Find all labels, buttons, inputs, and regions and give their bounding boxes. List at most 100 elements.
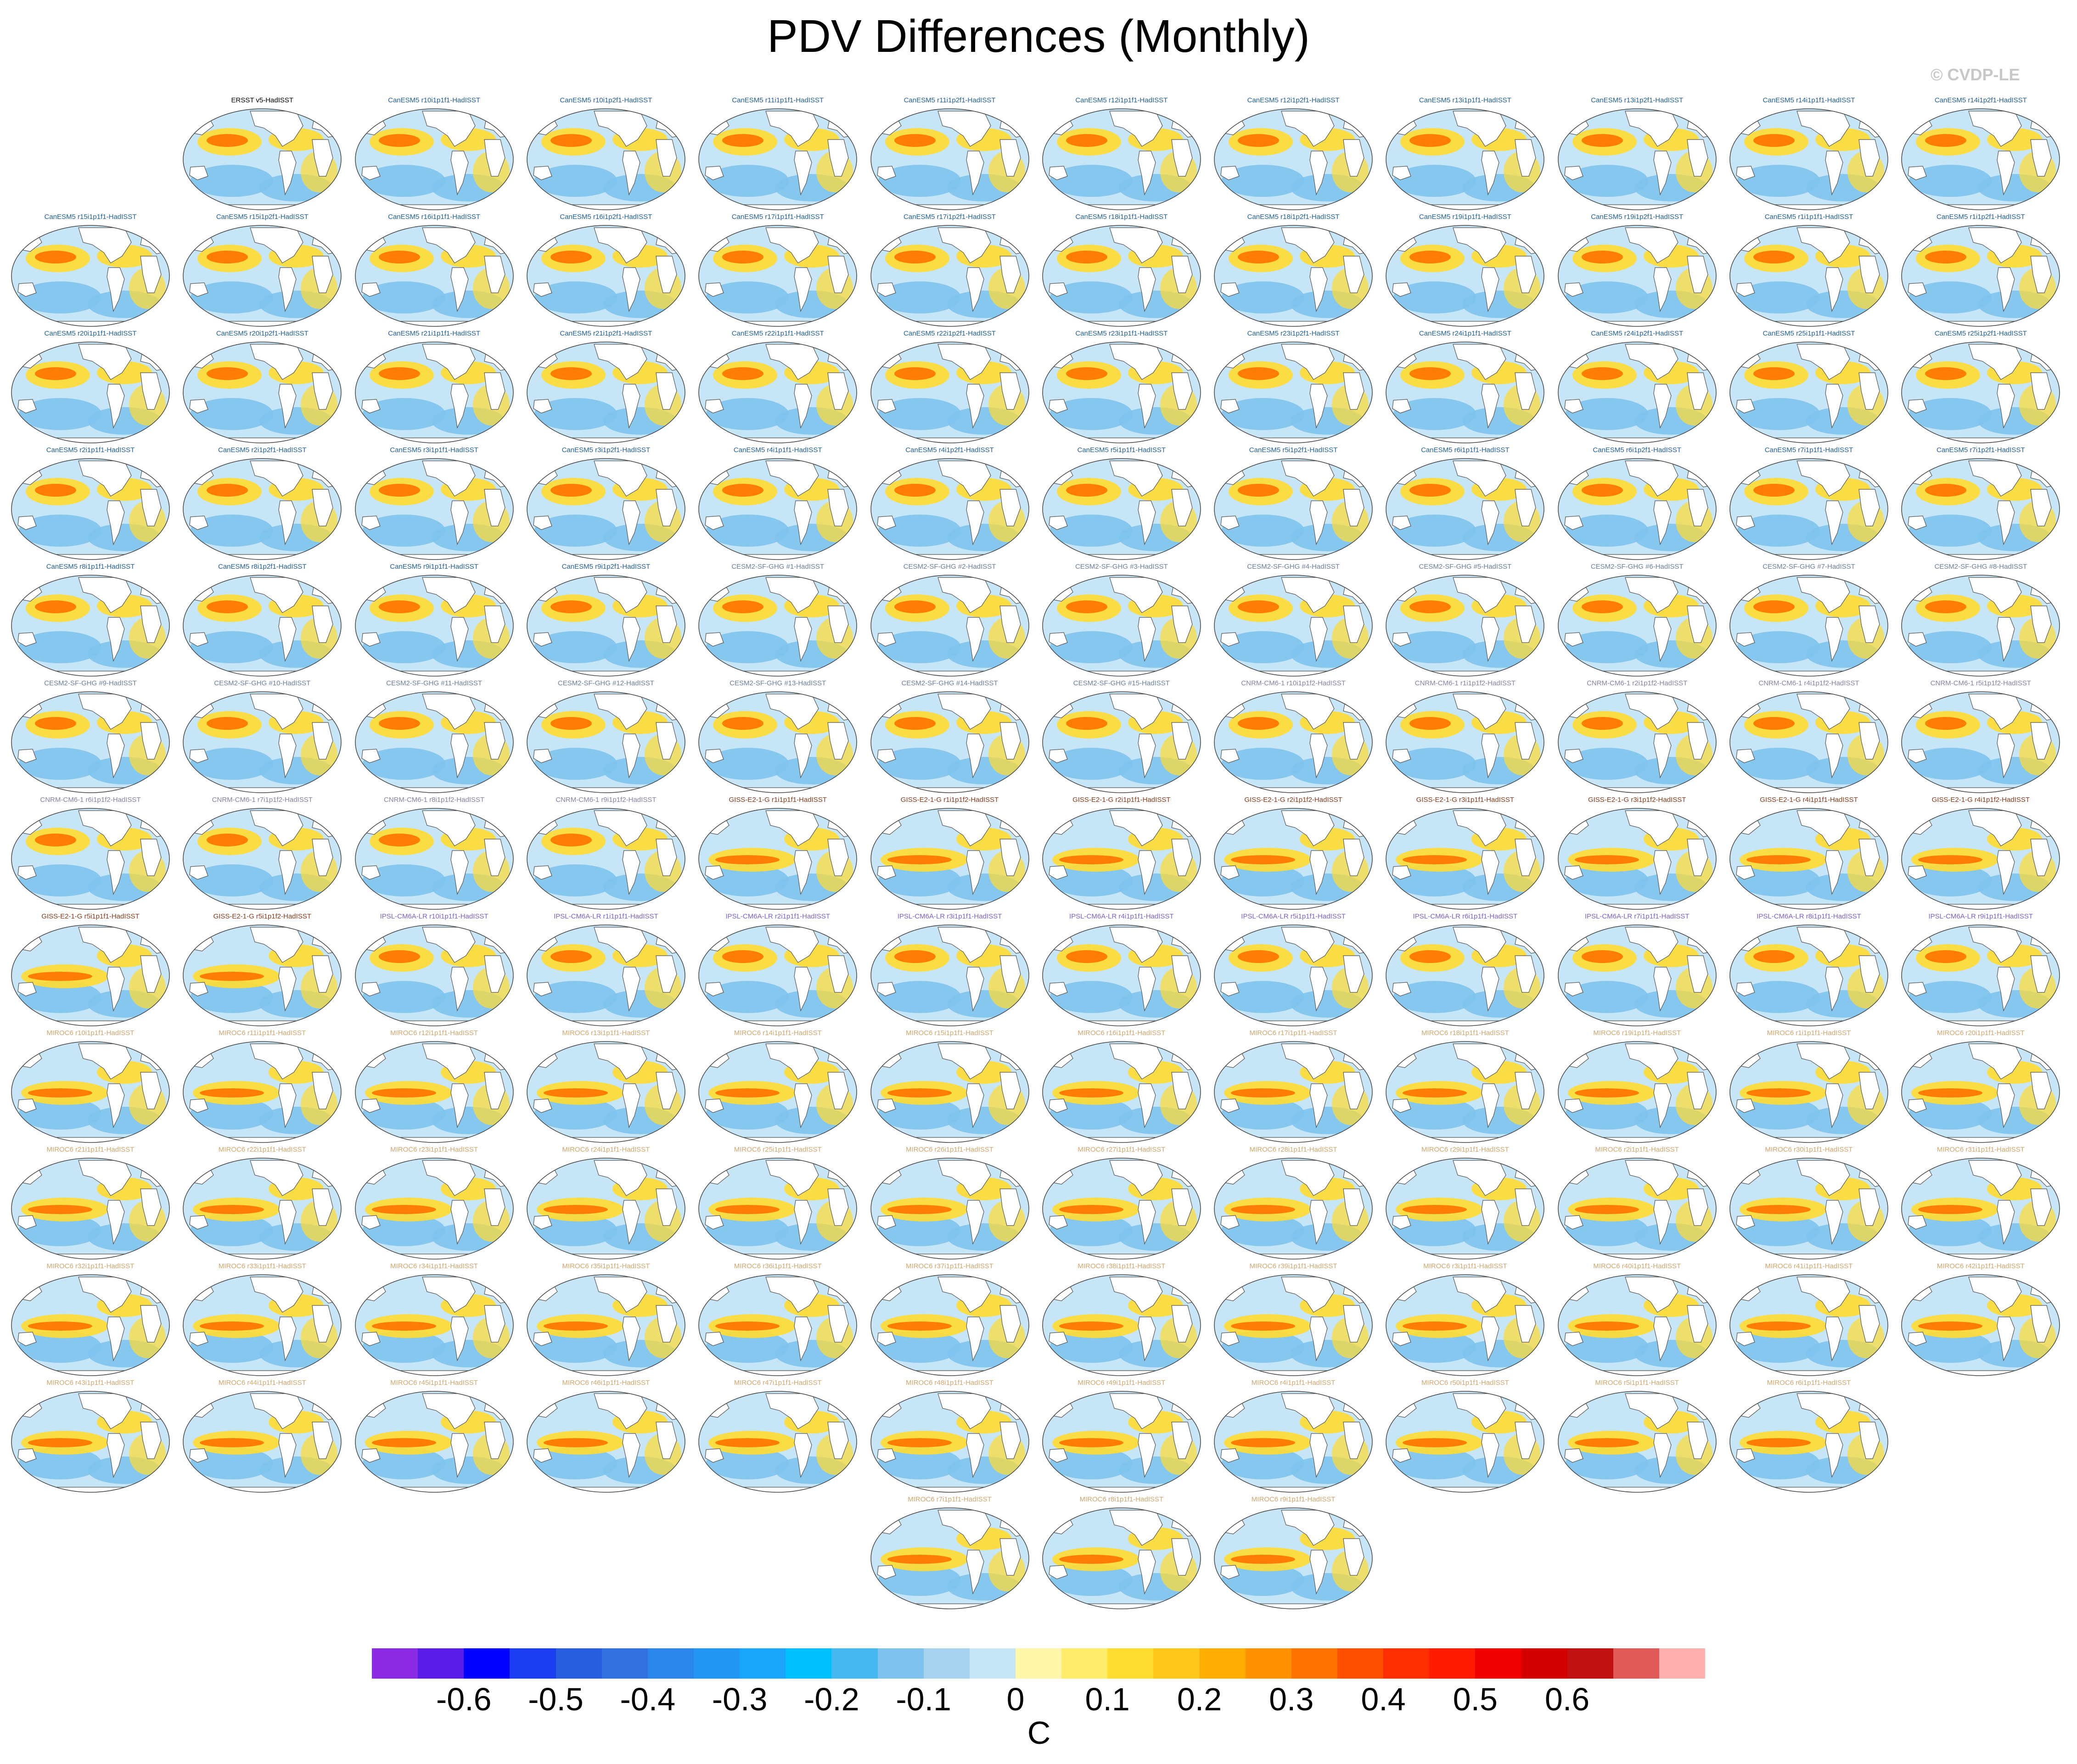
hot-anomaly	[1925, 367, 1967, 380]
landmass-north-america	[1624, 1393, 1678, 1429]
landmass-antarctica	[1570, 321, 1704, 326]
landmass-africa	[999, 722, 1021, 760]
landmass-south-america	[1138, 500, 1156, 546]
panel-title: GISS-E2-1-G r2i1p1f2-HadISST	[1244, 796, 1342, 804]
cool-anomaly	[1050, 981, 1133, 1013]
map-field	[1558, 808, 1716, 909]
hot-anomaly	[207, 367, 248, 380]
map-panel: CanESM5 r24i1p2f1-HadISST	[1555, 330, 1720, 446]
panel-title: MIROC6 r8i1p1f1-HadISST	[1079, 1495, 1164, 1503]
map-field	[1730, 1275, 1888, 1376]
landmass-north-america	[421, 111, 476, 147]
hot-anomaly	[1925, 600, 1967, 613]
map-field	[183, 692, 342, 793]
landmass-north-america	[1624, 577, 1678, 613]
landmass-antarctica	[366, 1020, 501, 1026]
map-field	[699, 925, 857, 1026]
landmass-africa	[656, 1188, 677, 1226]
map-panel: MIROC6 r14i1p1f1-HadISST	[695, 1029, 860, 1146]
landmass-africa	[140, 1188, 162, 1226]
map-field	[1730, 575, 1888, 676]
colorbar-tick-label: -0.1	[896, 1681, 951, 1717]
landmass-africa	[140, 1422, 162, 1459]
map-outline	[870, 1274, 1029, 1376]
map-plot	[354, 108, 514, 210]
map-field	[527, 459, 685, 560]
landmass-south-america	[450, 500, 469, 546]
landmass-africa	[827, 489, 849, 526]
map-panel: GISS-E2-1-G r1i1p1f2-HadISST	[867, 796, 1033, 913]
panel-title: MIROC6 r14i1p1f1-HadISST	[734, 1029, 822, 1037]
map-panel: MIROC6 r26i1p1f1-HadISST	[867, 1146, 1033, 1262]
landmass-antarctica	[539, 1020, 673, 1026]
landmass-antarctica	[366, 1137, 501, 1142]
landmass-australia	[705, 1215, 724, 1230]
hot-anomaly	[715, 1088, 780, 1098]
panel-title: CanESM5 r13i1p2f1-HadISST	[1591, 96, 1684, 104]
landmass-south-america	[1309, 1083, 1328, 1129]
map-panel: CESM2-SF-GHG #15-HadISST	[1039, 679, 1204, 796]
map-outline	[1386, 1274, 1545, 1376]
landmass-south-america	[107, 1083, 125, 1129]
landmass-antarctica	[882, 1020, 1016, 1026]
map-outline	[1557, 1041, 1717, 1143]
landmass-australia	[1736, 982, 1755, 997]
map-panel: CNRM-CM6-1 r1i1p1f2-HadISST	[1382, 679, 1548, 796]
landmass-south-america	[794, 500, 812, 546]
landmass-africa	[1515, 1072, 1537, 1109]
hot-anomaly	[550, 717, 592, 730]
landmass-antarctica	[366, 204, 501, 210]
cool-anomaly	[534, 1214, 617, 1246]
map-panel: MIROC6 r25i1p1f1-HadISST	[695, 1146, 860, 1262]
landmass-australia	[1220, 399, 1240, 414]
landmass-africa	[1858, 139, 1880, 177]
landmass-south-america	[450, 267, 469, 313]
landmass-north-america	[765, 111, 819, 147]
map-outline	[1214, 1041, 1373, 1143]
landmass-antarctica	[1226, 204, 1360, 210]
cool-anomaly	[362, 1331, 445, 1363]
map-panel: CanESM5 r18i1p2f1-HadISST	[1211, 213, 1376, 330]
hot-anomaly	[378, 834, 420, 846]
map-panel: MIROC6 r10i1p1f1-HadISST	[8, 1029, 173, 1146]
colorbar-tick-label: 0.2	[1177, 1681, 1222, 1717]
landmass-australia	[876, 632, 896, 647]
hot-anomaly	[1746, 1205, 1811, 1214]
map-plot	[870, 691, 1029, 793]
cool-anomaly	[1050, 515, 1133, 547]
landmass-south-america	[1825, 384, 1843, 429]
landmass-north-america	[1109, 1510, 1163, 1546]
panel-title: CESM2-SF-GHG #15-HadISST	[1073, 679, 1170, 687]
colorbar-swatch	[1567, 1648, 1613, 1679]
map-field	[527, 109, 685, 210]
landmass-australia	[1736, 1448, 1755, 1463]
map-outline	[870, 1158, 1029, 1260]
landmass-australia	[705, 282, 724, 297]
panel-title: CanESM5 r3i1p1f1-HadISST	[390, 446, 478, 454]
hot-anomaly	[1753, 717, 1795, 730]
map-field	[11, 925, 169, 1026]
map-outline	[11, 1274, 170, 1376]
map-field	[1214, 692, 1373, 793]
colorbar-swatch	[1383, 1648, 1430, 1679]
map-outline	[354, 1391, 514, 1493]
landmass-africa	[656, 839, 677, 876]
map-panel: MIROC6 r37i1p1f1-HadISST	[867, 1262, 1033, 1379]
landmass-north-america	[1453, 694, 1507, 730]
map-plot	[870, 225, 1029, 327]
landmass-africa	[656, 722, 677, 760]
landmass-africa	[827, 722, 849, 760]
map-field	[1902, 342, 2060, 443]
map-outline	[354, 1158, 514, 1260]
map-plot	[183, 108, 342, 210]
map-panel: CNRM-CM6-1 r6i1p1f2-HadISST	[8, 796, 173, 913]
map-panel: MIROC6 r35i1p1f1-HadISST	[523, 1262, 689, 1379]
landmass-north-america	[937, 1160, 991, 1196]
landmass-antarctica	[195, 554, 329, 560]
landmass-australia	[1220, 1215, 1240, 1230]
landmass-africa	[1515, 839, 1537, 876]
landmass-australia	[189, 1448, 209, 1463]
map-field	[699, 342, 857, 443]
hot-anomaly	[543, 1438, 608, 1447]
landmass-africa	[1687, 139, 1708, 177]
